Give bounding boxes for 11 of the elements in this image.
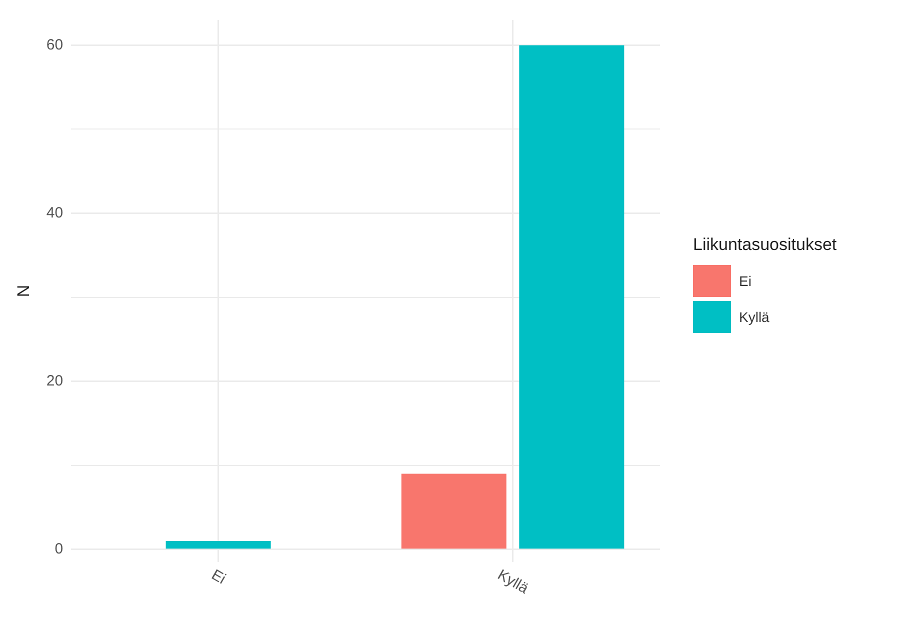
- legend-title: Liikuntasuositukset: [693, 235, 837, 255]
- bar: [166, 540, 271, 549]
- y-tick-label: 40: [46, 204, 64, 222]
- y-tick-label: 20: [46, 372, 64, 390]
- legend-label: Kyllä: [739, 309, 770, 325]
- bar: [401, 474, 506, 549]
- y-axis-title: N: [14, 284, 33, 298]
- y-tick-label: 0: [54, 540, 64, 558]
- legend-label: Ei: [739, 273, 752, 289]
- y-tick-label: 60: [46, 36, 64, 54]
- bar: [519, 45, 624, 549]
